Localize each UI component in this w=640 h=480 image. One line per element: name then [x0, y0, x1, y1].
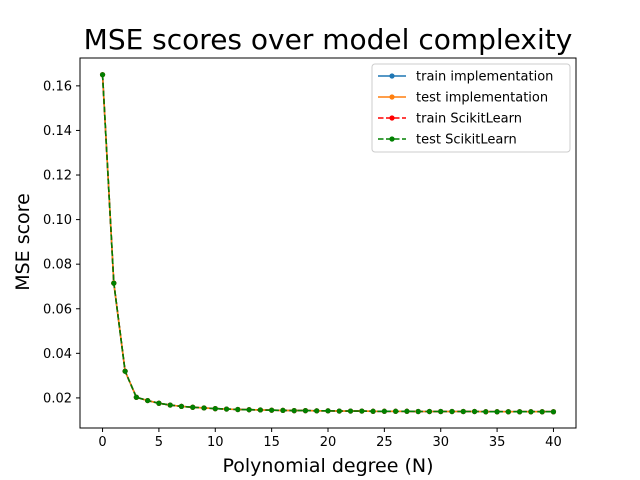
- data-point-test-scikitlearn: [505, 409, 511, 415]
- x-tick-label: 15: [263, 435, 280, 450]
- data-point-test-scikitlearn: [314, 408, 320, 414]
- plot-area: [99, 72, 557, 415]
- data-point-test-scikitlearn: [246, 407, 252, 413]
- x-tick-label: 30: [432, 435, 449, 450]
- data-point-test-scikitlearn: [302, 408, 309, 414]
- data-point-test-scikitlearn: [291, 408, 297, 414]
- data-point-test-scikitlearn: [336, 408, 342, 414]
- legend-label: train ScikitLearn: [416, 112, 522, 127]
- y-tick-label: 0.02: [43, 391, 72, 406]
- legend: train implementation test implementation t…: [371, 63, 571, 153]
- data-point-test-scikitlearn: [483, 409, 489, 415]
- y-tick-label: 0.08: [43, 258, 72, 273]
- y-tick-label: 0.04: [43, 347, 72, 362]
- x-tick-label: 20: [320, 435, 337, 450]
- legend-box: [371, 63, 571, 153]
- data-point-test-scikitlearn: [99, 72, 106, 78]
- data-point-test-scikitlearn: [438, 408, 444, 415]
- data-point-test-scikitlearn: [393, 408, 399, 414]
- data-point-test-scikitlearn: [347, 408, 354, 414]
- y-axis-ticks: 0.02 0.04 0.06 0.08 0.10 0.12 0.14 0.16: [43, 79, 80, 406]
- data-point-test-scikitlearn: [426, 408, 433, 415]
- x-tick-label: 40: [545, 435, 562, 450]
- x-tick-label: 35: [489, 435, 506, 450]
- x-axis-ticks: 0 5 10 15 20 25 30 35 40: [98, 428, 562, 450]
- y-tick-label: 0.16: [43, 79, 72, 94]
- data-point-test-scikitlearn: [145, 397, 151, 404]
- data-point-test-scikitlearn: [325, 408, 331, 414]
- data-point-test-scikitlearn: [404, 408, 410, 414]
- data-point-test-scikitlearn: [201, 405, 207, 411]
- legend-label: train implementation: [416, 70, 553, 85]
- data-point-test-scikitlearn: [156, 400, 162, 406]
- data-point-test-scikitlearn: [381, 408, 387, 414]
- data-point-test-scikitlearn: [460, 408, 466, 415]
- data-point-test-scikitlearn: [494, 409, 500, 415]
- data-point-test-scikitlearn: [528, 409, 534, 415]
- y-axis-label: MSE score: [12, 193, 34, 291]
- data-point-test-scikitlearn: [517, 409, 523, 415]
- x-axis-label: Polynomial degree (N): [222, 455, 433, 477]
- y-tick-label: 0.10: [43, 213, 72, 228]
- data-point-test-scikitlearn: [257, 407, 263, 413]
- legend-marker: [389, 115, 395, 121]
- data-point-test-scikitlearn: [223, 406, 230, 412]
- data-point-test-scikitlearn: [111, 280, 117, 286]
- data-point-test-scikitlearn: [280, 407, 286, 413]
- y-tick-label: 0.14: [43, 124, 72, 139]
- y-tick-label: 0.12: [43, 169, 72, 184]
- series-line-test-scikitlearn: [101, 74, 554, 413]
- y-tick-label: 0.06: [43, 302, 72, 317]
- legend-marker: [389, 136, 395, 142]
- data-point-test-scikitlearn: [269, 407, 275, 413]
- data-point-test-scikitlearn: [449, 408, 455, 415]
- data-point-test-scikitlearn: [235, 406, 241, 413]
- data-point-test-scikitlearn: [471, 408, 478, 415]
- data-point-test-scikitlearn: [178, 403, 185, 409]
- x-tick-label: 0: [98, 435, 106, 450]
- legend-marker: [389, 94, 395, 100]
- data-point-test-scikitlearn: [415, 408, 421, 415]
- data-point-test-scikitlearn: [550, 409, 557, 415]
- data-point-test-scikitlearn: [370, 408, 376, 414]
- data-point-test-scikitlearn: [212, 406, 218, 412]
- legend-label: test implementation: [416, 91, 548, 106]
- data-point-test-scikitlearn: [167, 402, 173, 408]
- legend-label: test ScikitLearn: [416, 133, 517, 148]
- data-point-test-scikitlearn: [133, 394, 139, 400]
- x-tick-label: 5: [155, 435, 163, 450]
- legend-marker: [389, 73, 395, 79]
- data-point-test-scikitlearn: [122, 368, 128, 374]
- data-point-test-scikitlearn: [539, 409, 545, 415]
- x-tick-label: 10: [207, 435, 224, 450]
- x-tick-label: 25: [376, 435, 393, 450]
- data-point-test-scikitlearn: [359, 408, 365, 414]
- data-point-test-scikitlearn: [190, 404, 196, 410]
- chart-title: MSE scores over model complexity: [84, 23, 573, 56]
